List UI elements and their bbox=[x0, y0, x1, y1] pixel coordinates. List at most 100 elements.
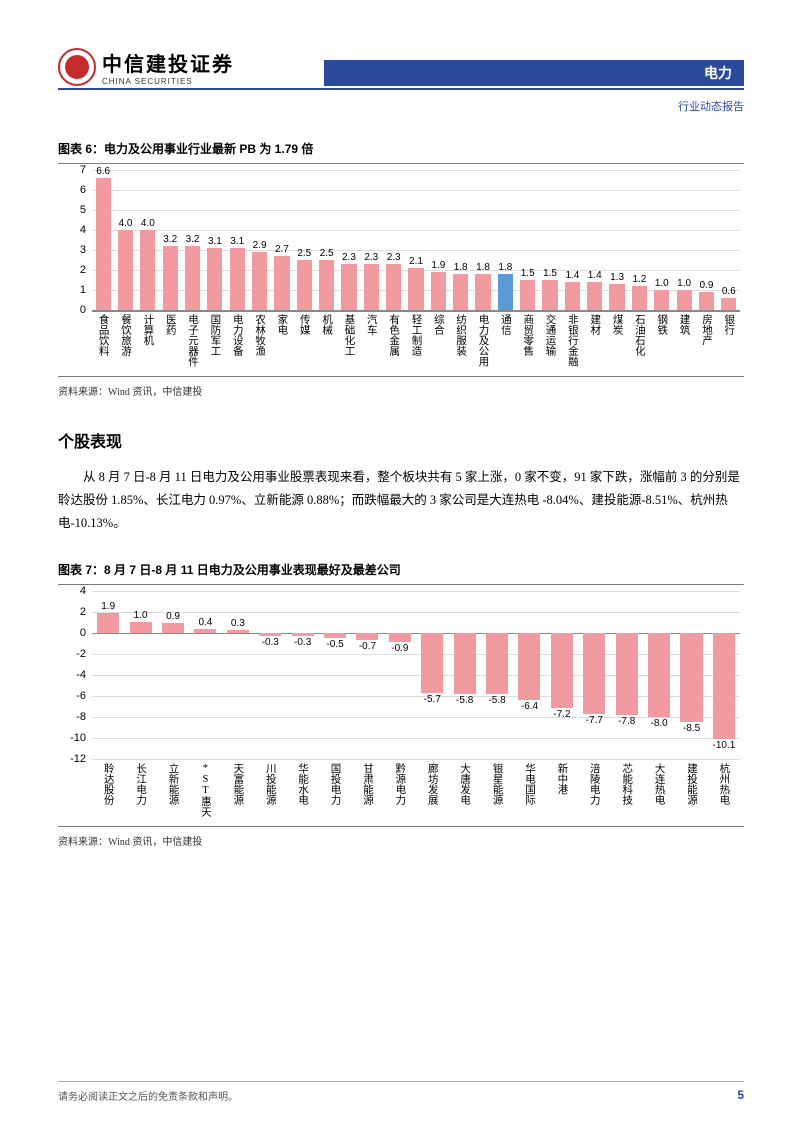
bar-col: -7.7 bbox=[578, 591, 610, 759]
bar-value: 2.3 bbox=[387, 252, 401, 263]
bar bbox=[194, 629, 216, 633]
x-label: 石油石化 bbox=[628, 310, 650, 370]
bar bbox=[140, 230, 155, 310]
bar-col: 1.0 bbox=[124, 591, 156, 759]
bar bbox=[297, 260, 312, 310]
bar bbox=[431, 272, 446, 310]
bar-col: 0.9 bbox=[157, 591, 189, 759]
chart6-source: 资料来源：Wind 资讯，中信建投 bbox=[58, 383, 744, 398]
bar bbox=[648, 633, 670, 717]
bar-col: -0.5 bbox=[319, 591, 351, 759]
bar bbox=[319, 260, 334, 310]
bar-value: -6.4 bbox=[521, 701, 538, 712]
bar-value: 1.4 bbox=[588, 270, 602, 281]
ytick: 1 bbox=[62, 284, 86, 296]
bar-col: 1.3 bbox=[606, 170, 628, 310]
x-label: 综合 bbox=[427, 310, 449, 370]
bar bbox=[713, 633, 735, 739]
ytick: -8 bbox=[62, 711, 86, 723]
bar-value: -8.5 bbox=[683, 723, 700, 734]
bar-col: 2.3 bbox=[360, 170, 382, 310]
logo-text-en: CHINA SECURITIES bbox=[102, 77, 234, 86]
x-label: 大连热电 bbox=[643, 759, 675, 820]
bar bbox=[341, 264, 356, 310]
bar-value: 1.9 bbox=[101, 601, 115, 612]
ytick: -2 bbox=[62, 648, 86, 660]
chart7-frame: -12-10-8-6-4-20241.91.00.90.40.3-0.3-0.3… bbox=[58, 584, 744, 827]
bar-col: 1.8 bbox=[450, 170, 472, 310]
page-footer: 请务必阅读正文之后的免责条款和声明。 5 bbox=[58, 1081, 744, 1103]
bar bbox=[408, 268, 423, 310]
x-label: 天富能源 bbox=[222, 759, 254, 820]
bar-col: 2.1 bbox=[405, 170, 427, 310]
bar-col: 2.7 bbox=[271, 170, 293, 310]
bar bbox=[632, 286, 647, 310]
bar bbox=[518, 633, 540, 700]
bar-value: 2.3 bbox=[364, 252, 378, 263]
bar-value: -0.3 bbox=[294, 637, 311, 648]
x-label: 新中港 bbox=[546, 759, 578, 820]
ytick: 6 bbox=[62, 184, 86, 196]
section-paragraph: 从 8 月 7 日-8 月 11 日电力及公用事业股票表现来看，整个板块共有 5… bbox=[58, 466, 744, 535]
bar-value: 2.3 bbox=[342, 252, 356, 263]
bar bbox=[162, 623, 184, 632]
x-label: 聆达股份 bbox=[92, 759, 124, 820]
bar bbox=[389, 633, 411, 642]
bar-col: -0.3 bbox=[286, 591, 318, 759]
sector-label: 电力 bbox=[324, 60, 744, 86]
x-label: 基础化工 bbox=[338, 310, 360, 370]
logo-block: 中信建投证券 CHINA SECURITIES bbox=[58, 48, 234, 86]
bar-value: 1.8 bbox=[498, 262, 512, 273]
bar-col: -10.1 bbox=[708, 591, 740, 759]
bar bbox=[130, 622, 152, 633]
x-label: 交通运输 bbox=[539, 310, 561, 370]
x-label: 纺织服装 bbox=[450, 310, 472, 370]
bar-value: 1.0 bbox=[655, 278, 669, 289]
x-label: 杭州热电 bbox=[708, 759, 740, 820]
x-label: 大唐发电 bbox=[448, 759, 480, 820]
ytick: 0 bbox=[62, 304, 86, 316]
bar bbox=[616, 633, 638, 715]
bar-col: 2.5 bbox=[315, 170, 337, 310]
bar bbox=[677, 290, 692, 310]
x-label: *ST惠天 bbox=[189, 759, 221, 820]
bar-col: -7.8 bbox=[611, 591, 643, 759]
bar-value: -5.7 bbox=[424, 694, 441, 705]
bar-value: 1.0 bbox=[677, 278, 691, 289]
bar-value: 3.1 bbox=[230, 236, 244, 247]
bar bbox=[454, 633, 476, 694]
x-label: 甘肃能源 bbox=[351, 759, 383, 820]
bar-value: -0.7 bbox=[359, 641, 376, 652]
bar bbox=[520, 280, 535, 310]
x-label: 银行 bbox=[718, 310, 740, 370]
bar-col: 1.9 bbox=[427, 170, 449, 310]
x-label: 汽车 bbox=[360, 310, 382, 370]
bar-value: 4.0 bbox=[141, 218, 155, 229]
bar-col: 4.0 bbox=[137, 170, 159, 310]
bar bbox=[227, 630, 249, 633]
bar bbox=[386, 264, 401, 310]
bar bbox=[292, 633, 314, 636]
x-label: 涪陵电力 bbox=[578, 759, 610, 820]
ytick: -10 bbox=[62, 732, 86, 744]
ytick: -6 bbox=[62, 690, 86, 702]
chart7-title: 图表 7：8 月 7 日-8 月 11 日电力及公用事业表现最好及最差公司 bbox=[58, 561, 744, 578]
bar-col: 3.2 bbox=[181, 170, 203, 310]
chart6-plot: 012345676.64.04.03.23.23.13.12.92.72.52.… bbox=[62, 170, 740, 310]
bar bbox=[498, 274, 513, 310]
x-label: 钢铁 bbox=[651, 310, 673, 370]
bar bbox=[551, 633, 573, 709]
ytick: 0 bbox=[62, 627, 86, 639]
bar bbox=[453, 274, 468, 310]
bar-value: -7.2 bbox=[553, 709, 570, 720]
x-label: 商贸零售 bbox=[517, 310, 539, 370]
x-label: 通信 bbox=[494, 310, 516, 370]
bar-col: 1.9 bbox=[92, 591, 124, 759]
bar bbox=[163, 246, 178, 310]
bar-value: 2.9 bbox=[253, 240, 267, 251]
x-label: 国防军工 bbox=[204, 310, 226, 370]
bar bbox=[356, 633, 378, 640]
bar bbox=[699, 292, 714, 310]
bar-col: 1.0 bbox=[673, 170, 695, 310]
bar-col: 1.5 bbox=[517, 170, 539, 310]
